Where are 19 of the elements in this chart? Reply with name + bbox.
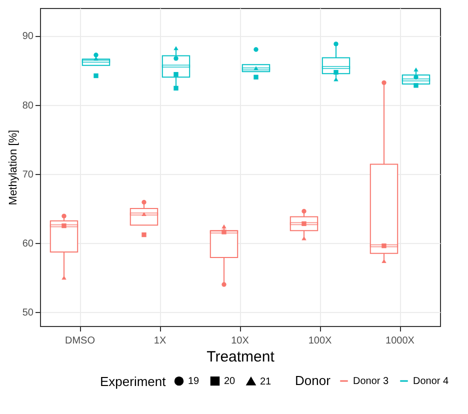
x-tick-label: DMSO (65, 336, 96, 346)
text: 19 (188, 376, 200, 388)
y-tick-label: 70 (22, 169, 34, 180)
x-tick-label: 1X (154, 336, 166, 346)
y-tick-label: 60 (22, 238, 34, 250)
x-axis-title: Treatment (206, 348, 276, 366)
y-tick-label: 50 (22, 308, 34, 319)
y-axis-title: Methylation [%] (7, 130, 20, 206)
text: Experiment (100, 374, 166, 389)
y-tick-label: 80 (22, 100, 34, 112)
legend-label: Donor 3 (353, 376, 390, 387)
x-tick-label: 1000X (386, 336, 415, 346)
text: 20 (224, 376, 236, 388)
legend-label: Donor 4 (413, 376, 450, 387)
x-tick-label: 10X (231, 336, 250, 346)
x-tick-label: 100X (308, 336, 332, 346)
y-tick-label: 90 (22, 31, 34, 42)
text: Donor (295, 373, 330, 388)
text: 21 (260, 376, 272, 388)
